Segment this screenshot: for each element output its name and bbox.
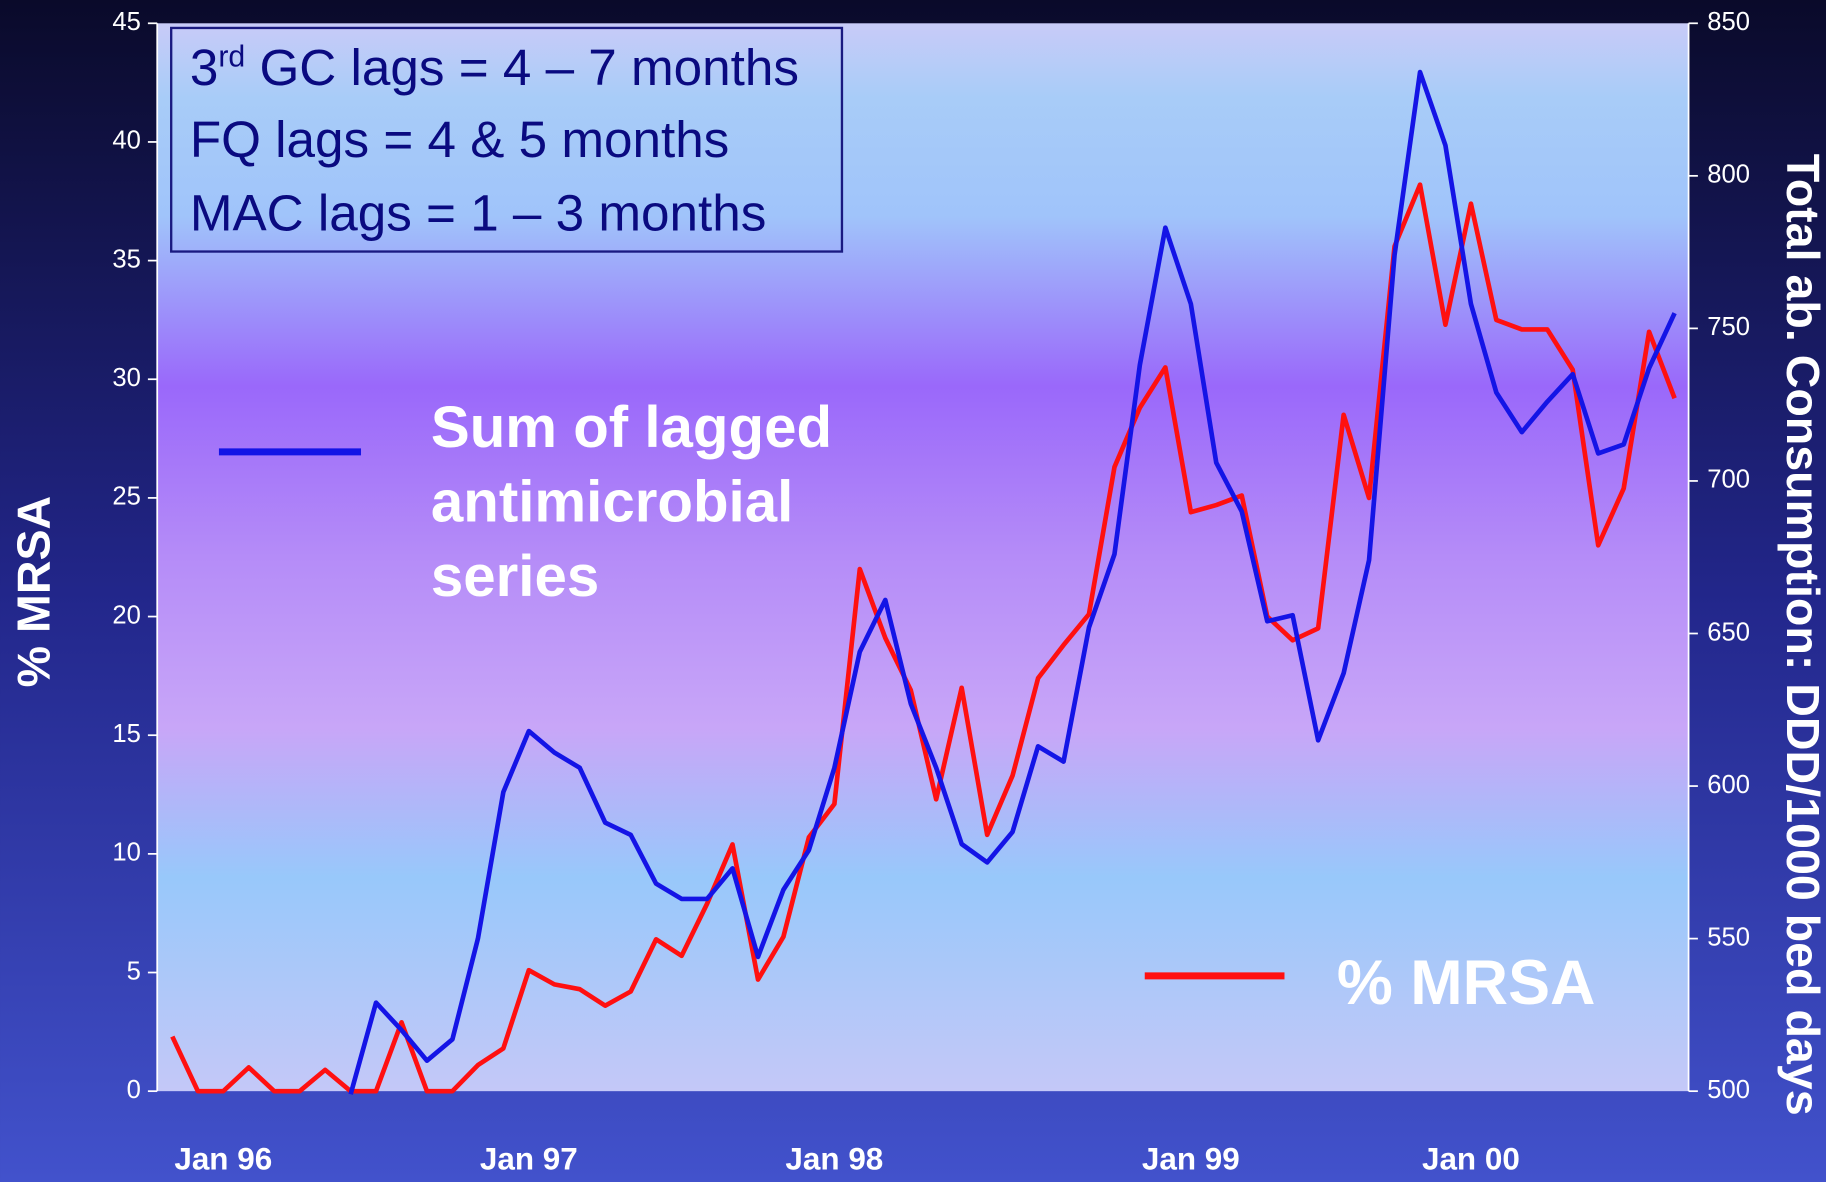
annotation-line: 3rd GC lags = 4 – 7 months: [190, 39, 799, 96]
y-tick-label: 5: [127, 957, 141, 985]
x-tick-label: Jan 98: [785, 1141, 883, 1176]
y2-tick-label: 500: [1707, 1076, 1750, 1104]
legend-entry: % MRSA: [1336, 947, 1596, 1018]
y-tick-label: 30: [112, 364, 141, 392]
series-line: [170, 182, 1677, 1094]
y-tick-label: 35: [112, 245, 141, 273]
y2-tick-label: 600: [1707, 771, 1750, 799]
y2-tick-label: 800: [1707, 161, 1750, 189]
y-axis-title: % MRSA: [8, 496, 60, 688]
annotation: 3rd GC lags = 4 – 7 months FQ lags = 4 &…: [170, 26, 844, 253]
legend-label: % MRSA: [1336, 947, 1596, 1018]
annotation-sup: rd: [218, 40, 245, 73]
y2-tick-label: 650: [1707, 618, 1750, 646]
y2-tick-label: 700: [1707, 466, 1750, 494]
y-tick-label: 0: [127, 1076, 141, 1104]
legend-entry: Sum of lagged antimicrobial series: [430, 394, 833, 610]
y-tick-label: 45: [112, 8, 141, 36]
annotation-line: MAC lags = 1 – 3 months: [190, 185, 766, 242]
y2-tick-label: 550: [1707, 923, 1750, 951]
y2-tick-label: 850: [1707, 8, 1750, 36]
series-line: [348, 69, 1677, 1095]
x-tick-label: Jan 97: [480, 1141, 578, 1176]
x-tick-label: Jan 96: [174, 1141, 272, 1176]
legend-label: Sum of lagged antimicrobial series: [430, 394, 833, 610]
x-tick-label: Jan 00: [1422, 1141, 1520, 1176]
annotation-line: FQ lags = 4 & 5 months: [190, 111, 729, 168]
annotation-text: GC lags = 4 – 7 months: [245, 39, 799, 96]
x-tick-label: Jan 99: [1142, 1141, 1240, 1176]
y-tick-label: 15: [112, 720, 141, 748]
annotation-text: 3: [190, 39, 218, 96]
y2-axis-title: Total ab. Consumption: DDD/1000 bed days: [1777, 154, 1826, 1116]
plot-area: [157, 23, 1689, 1092]
y2-tick-label: 750: [1707, 313, 1750, 341]
y-tick-label: 25: [112, 483, 141, 511]
y-tick-label: 10: [112, 839, 141, 867]
y-tick-label: 20: [112, 601, 141, 629]
annotation-box: [170, 26, 844, 253]
y-tick-label: 40: [112, 127, 141, 155]
